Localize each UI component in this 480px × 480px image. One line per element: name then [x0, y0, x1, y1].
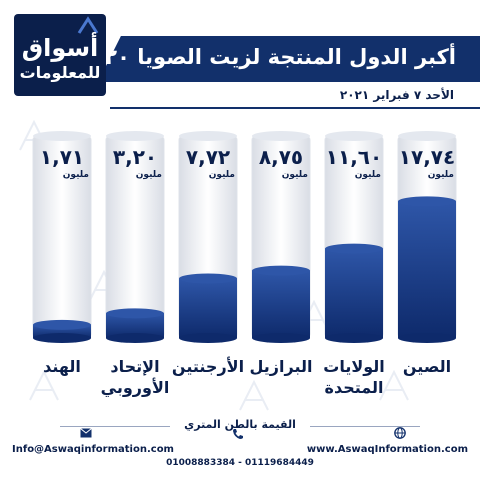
email-link[interactable]: Info@Aswaqinformation.com — [12, 444, 174, 455]
bar-base-cap — [325, 333, 383, 343]
bar — [325, 248, 383, 338]
phone-numbers[interactable]: 01008883384 - 01119684449 — [166, 458, 314, 468]
bar-tube-cap — [398, 131, 456, 141]
bar-unit-label: مليون — [136, 170, 162, 180]
bar — [179, 278, 237, 338]
bar-value-label: ١٧,٧٤ — [399, 145, 455, 169]
category-label: البرازيل — [249, 357, 313, 376]
bar-top-cap — [325, 243, 383, 254]
bar-unit-label: مليون — [282, 170, 308, 180]
bar-unit-label: مليون — [428, 170, 454, 180]
bar-value-label: ١١,٦٠ — [326, 145, 382, 169]
category-label: الصين — [402, 357, 452, 376]
bar — [398, 201, 456, 338]
bar-top-cap — [106, 308, 164, 319]
bar-base-cap — [179, 333, 237, 343]
footer-line-left — [60, 426, 170, 427]
category-label: الأرجنتين — [171, 357, 245, 376]
bar-value-label: ٨,٧٥ — [259, 145, 303, 169]
page-title: أكبر الدول المنتجة لزيت الصويا ٢٠٢٠ — [79, 45, 456, 69]
category-label: الولايات المتحدة — [323, 357, 385, 397]
phone-icon — [233, 429, 243, 439]
bar-top-cap — [179, 273, 237, 284]
bar-unit-label: مليون — [355, 170, 381, 180]
unit-note: القيمة بالطن المتري — [184, 418, 296, 431]
bar-unit-label: مليون — [209, 170, 235, 180]
bar-tube-cap — [33, 131, 91, 141]
brand-logo: أسواق للمعلومات — [14, 14, 106, 96]
website-link[interactable]: www.AswaqInformation.com — [306, 444, 468, 455]
bar-chart: ١٧,٧٤مليون١١,٦٠مليون٨,٧٥مليون٧,٧٢مليون٣,… — [32, 131, 457, 343]
bar-unit-label: مليون — [63, 170, 89, 180]
bar-base-cap — [398, 333, 456, 343]
logo-title: أسواق — [21, 34, 99, 62]
category-label: الإتحاد الأوروبي — [100, 357, 170, 397]
bar-tube-cap — [179, 131, 237, 141]
footer-line-right — [310, 426, 420, 427]
email-icon — [80, 428, 92, 438]
bar-value-label: ١,٧١ — [40, 145, 84, 169]
bar — [252, 270, 310, 338]
bar-tube-cap — [325, 131, 383, 141]
bar-value-label: ٣,٢٠ — [113, 145, 157, 169]
bar-value-label: ٧,٧٢ — [186, 145, 230, 169]
bar-top-cap — [398, 196, 456, 207]
logo-mark-icon — [77, 16, 99, 34]
bar-tube-cap — [252, 131, 310, 141]
publish-date: الأحد ٧ فبراير ٢٠٢١ — [339, 88, 454, 102]
category-label: الهند — [43, 357, 81, 376]
bar-top-cap — [33, 319, 91, 330]
bar-tube-cap — [106, 131, 164, 141]
logo-subtitle: للمعلومات — [19, 63, 101, 82]
bar-base-cap — [106, 333, 164, 343]
bar-top-cap — [252, 265, 310, 276]
title-banner — [98, 36, 480, 82]
date-divider — [110, 107, 480, 109]
globe-icon — [394, 427, 406, 439]
bar-base-cap — [252, 333, 310, 343]
bar-base-cap — [33, 333, 91, 343]
